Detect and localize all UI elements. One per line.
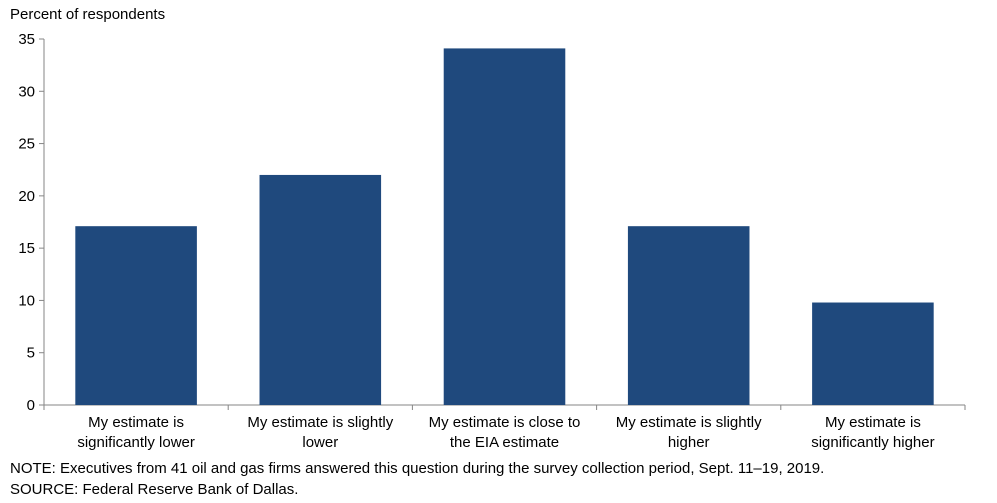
y-axis-label: Percent of respondents — [10, 6, 166, 23]
bar — [75, 226, 197, 405]
bar — [259, 174, 382, 405]
x-tick-label: My estimate is close to — [429, 414, 581, 431]
y-tick-label: 25 — [18, 136, 35, 153]
chart-source: SOURCE: Federal Reserve Bank of Dallas. — [10, 481, 299, 498]
y-tick-label: 10 — [18, 292, 35, 309]
y-tick-label: 20 — [18, 188, 35, 205]
y-tick-label: 5 — [27, 345, 35, 362]
x-tick-label: the EIA estimate — [450, 434, 559, 451]
bar-chart: 0 5 10 15 20 25 30 35 My estimate is significantl… — [18, 31, 966, 451]
bar — [443, 48, 566, 405]
x-tick-label: My estimate is slightly — [247, 414, 393, 431]
y-tick-label: 15 — [18, 240, 35, 257]
bar — [812, 302, 934, 405]
x-tick-label: higher — [668, 434, 710, 451]
x-tick-label: significantly higher — [811, 434, 934, 451]
x-tick-label: My estimate is — [825, 414, 921, 431]
chart-note: NOTE: Executives from 41 oil and gas fir… — [10, 460, 825, 477]
x-tick-label: My estimate is — [88, 414, 184, 431]
x-tick-label: lower — [302, 434, 338, 451]
y-tick-label: 35 — [18, 31, 35, 48]
y-tick-label: 0 — [27, 397, 35, 414]
x-tick-label: significantly lower — [77, 434, 195, 451]
x-tick-label: My estimate is slightly — [616, 414, 762, 431]
y-tick-label: 30 — [18, 83, 35, 100]
bar — [627, 226, 750, 405]
